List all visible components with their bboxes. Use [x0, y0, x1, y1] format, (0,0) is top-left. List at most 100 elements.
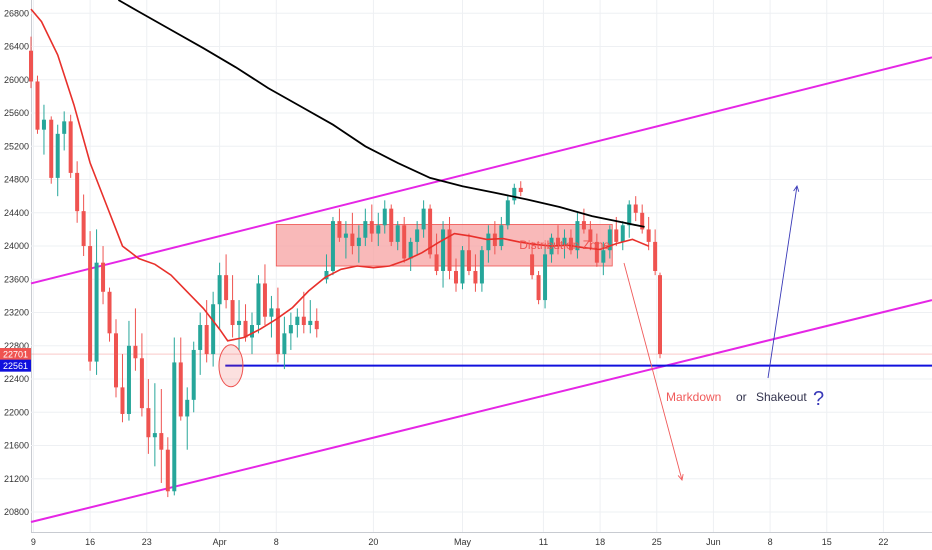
- markdown-arrow-head: [677, 474, 684, 481]
- candle-body: [363, 221, 368, 238]
- candle-body: [94, 262, 99, 362]
- candle-body: [243, 320, 248, 338]
- candle-body: [499, 225, 504, 247]
- candle-body: [601, 250, 606, 263]
- candle-body: [382, 208, 387, 226]
- candle-body: [301, 316, 306, 326]
- x-tick-label: Jun: [706, 537, 721, 547]
- candle-body: [211, 304, 216, 355]
- channel-upper-line: [30, 56, 932, 285]
- x-tick-label: 8: [274, 537, 279, 547]
- candle-body: [594, 241, 599, 263]
- candle-body: [308, 320, 313, 326]
- candle-body: [49, 119, 54, 178]
- candle-body: [402, 225, 407, 259]
- distribution-zone-label: Distribution Zone: [519, 238, 610, 252]
- candle-body: [356, 237, 361, 247]
- moving-averages-layer: [30, 0, 650, 342]
- candle-body: [389, 208, 394, 242]
- candle-body: [505, 200, 510, 226]
- candle-body: [633, 204, 638, 213]
- candle-body: [530, 254, 535, 276]
- candle-body: [120, 387, 125, 414]
- or-annotation: or: [736, 390, 747, 404]
- shakeout-arrow: [767, 185, 798, 379]
- candle-body: [369, 221, 374, 234]
- candle-body: [620, 225, 625, 242]
- candle-body: [543, 254, 548, 301]
- x-tick-label: 16: [85, 537, 95, 547]
- candle-body: [434, 254, 439, 271]
- y-tick-label: 22800: [4, 341, 29, 351]
- candle-body: [350, 233, 355, 247]
- shakeout-arrow-head: [793, 184, 800, 192]
- x-tick-label: 23: [142, 537, 152, 547]
- candle-body: [408, 241, 413, 259]
- trendlines-layer: [30, 56, 932, 523]
- y-tick-label: 23600: [4, 274, 29, 284]
- candle-body: [376, 225, 381, 234]
- y-tick-label: 24000: [4, 241, 29, 251]
- candle-body: [556, 237, 560, 247]
- candle-body: [75, 172, 80, 212]
- candle-body: [607, 229, 612, 251]
- y-axis-ticks: 20800 21200 21600 22000 22400 22800 23200 23600…: [4, 8, 29, 517]
- candle-body: [185, 399, 190, 417]
- candle-body: [658, 275, 662, 355]
- arrows-layer: [623, 184, 800, 481]
- candle-body: [114, 333, 118, 388]
- candle-body: [492, 233, 497, 247]
- candle-body: [81, 211, 86, 247]
- candle-body: [454, 270, 458, 284]
- x-tick-label: 22: [878, 537, 888, 547]
- y-tick-label: 23200: [4, 308, 29, 318]
- candle-body: [230, 300, 235, 326]
- question-mark-annotation: ?: [813, 388, 824, 410]
- shakeout-annotation: Shakeout: [756, 390, 807, 404]
- candle-body: [568, 237, 573, 251]
- candle-body: [421, 208, 426, 230]
- y-tick-label: 25600: [4, 108, 29, 118]
- price-label-box: [0, 348, 31, 361]
- candle-body: [479, 250, 484, 284]
- x-axis-ticks: 9 16 23 Apr 8 20 May 11 18 25 Jun 8 15 22: [31, 537, 889, 547]
- candle-body: [256, 283, 261, 326]
- markdown-annotation: Markdown: [666, 390, 721, 404]
- candle-body: [139, 358, 144, 409]
- y-tick-label: 26800: [4, 8, 29, 18]
- candle-body: [191, 349, 196, 400]
- candle-body: [282, 333, 287, 355]
- candle-body: [646, 229, 651, 242]
- candle-body: [269, 308, 274, 317]
- x-tick-label: 9: [31, 537, 36, 547]
- y-tick-label: 21600: [4, 441, 29, 451]
- x-tick-label: 18: [595, 537, 605, 547]
- candle-body: [275, 308, 280, 355]
- candle-body: [575, 221, 580, 251]
- candle-body: [237, 320, 242, 326]
- x-tick-label: 8: [768, 537, 773, 547]
- candle-body: [441, 229, 446, 271]
- candle-body: [324, 270, 329, 280]
- channel-lower-line: [30, 299, 932, 523]
- candle-body: [314, 320, 319, 330]
- y-tick-label: 26400: [4, 42, 29, 52]
- x-tick-label: 25: [652, 537, 662, 547]
- price-label-text: 22561: [3, 361, 28, 371]
- candle-body: [562, 237, 567, 247]
- low-highlight-ellipse: [218, 344, 244, 388]
- candle-body: [581, 221, 586, 230]
- candle-body: [41, 119, 46, 130]
- candle-body: [62, 121, 67, 134]
- candle-body: [133, 345, 138, 359]
- candle-body: [473, 270, 478, 284]
- candle-body: [343, 233, 348, 238]
- x-tick-label: 20: [368, 537, 378, 547]
- y-tick-label: 26000: [4, 75, 29, 85]
- y-tick-label: 20800: [4, 507, 29, 517]
- candle-body: [337, 221, 342, 238]
- candle-body: [217, 275, 222, 305]
